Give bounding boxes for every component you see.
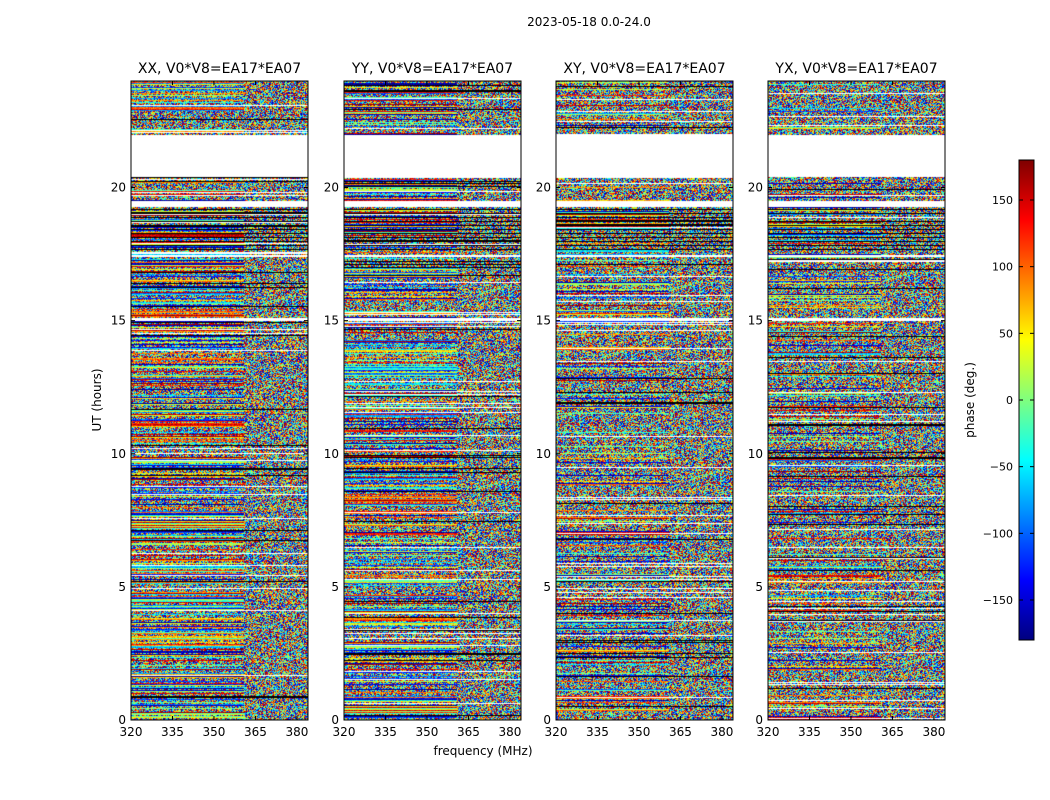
colorbar-tick-label: −100 xyxy=(983,527,1013,540)
panel-1: XX, V0*V8=EA17*EA07 320 335 350 365 380 0 5 10 15… xyxy=(111,61,309,739)
panel-frame xyxy=(343,80,522,721)
y-tick-label: 20 xyxy=(536,181,551,195)
y-tick-label: 10 xyxy=(324,447,339,461)
y-tick-label: 10 xyxy=(111,447,126,461)
y-tick-label: 5 xyxy=(755,580,763,594)
colorbar-tick-label: 150 xyxy=(992,194,1013,207)
x-tick-label: 350 xyxy=(416,725,439,739)
panel-2: YY, V0*V8=EA17*EA07 320 335 350 365 380 0 5 10 15… xyxy=(324,61,522,739)
heatmap-image xyxy=(768,81,945,720)
panel-title: YY, V0*V8=EA17*EA07 xyxy=(351,61,513,77)
panel-title: XY, V0*V8=EA17*EA07 xyxy=(563,61,725,77)
y-axis-label: UT (hours) xyxy=(90,368,104,431)
x-tick-label: 380 xyxy=(498,725,521,739)
x-tick-label: 320 xyxy=(120,725,143,739)
panel-title: YX, V0*V8=EA17*EA07 xyxy=(774,61,937,77)
panels: XX, V0*V8=EA17*EA07 320 335 350 365 380 0 5 10 15… xyxy=(111,61,946,739)
colorbar: −150 −100 −50 0 50 100 150 xyxy=(983,159,1035,641)
panel-frame xyxy=(767,80,946,721)
x-tick-label: 320 xyxy=(333,725,356,739)
x-tick-label: 350 xyxy=(203,725,226,739)
x-tick-label: 380 xyxy=(285,725,308,739)
y-tick-label: 15 xyxy=(748,314,763,328)
x-tick-label: 335 xyxy=(374,725,397,739)
y-tick-label: 0 xyxy=(755,713,763,727)
y-tick-label: 20 xyxy=(111,181,126,195)
x-tick-label: 350 xyxy=(840,725,863,739)
y-tick-label: 20 xyxy=(324,181,339,195)
y-tick-label: 5 xyxy=(118,580,126,594)
y-tick-label: 0 xyxy=(118,713,126,727)
x-tick-label: 380 xyxy=(922,725,945,739)
colorbar-tick-label: 50 xyxy=(999,327,1013,340)
heatmap-image xyxy=(131,81,308,720)
x-tick-label: 365 xyxy=(669,725,692,739)
x-tick-label: 335 xyxy=(586,725,609,739)
y-tick-label: 0 xyxy=(543,713,551,727)
x-tick-label: 335 xyxy=(161,725,184,739)
x-tick-label: 335 xyxy=(798,725,821,739)
colorbar-label: phase (deg.) xyxy=(963,362,977,438)
y-tick-label: 20 xyxy=(748,181,763,195)
x-tick-label: 320 xyxy=(545,725,568,739)
panel-3: XY, V0*V8=EA17*EA07 320 335 350 365 380 0 5 10 15… xyxy=(536,61,734,739)
y-tick-label: 10 xyxy=(748,447,763,461)
heatmap-image xyxy=(556,81,733,720)
x-tick-label: 365 xyxy=(244,725,267,739)
x-tick-label: 365 xyxy=(881,725,904,739)
y-tick-label: 15 xyxy=(536,314,551,328)
panel-frame xyxy=(130,80,309,721)
colorbar-tick-label: −50 xyxy=(990,461,1013,474)
y-tick-label: 5 xyxy=(543,580,551,594)
x-tick-label: 380 xyxy=(710,725,733,739)
x-axis-label: frequency (MHz) xyxy=(433,744,532,758)
panel-4: YX, V0*V8=EA17*EA07 320 335 350 365 380 0 5 10 15… xyxy=(748,61,946,739)
heatmap-image xyxy=(344,81,521,720)
panel-title: XX, V0*V8=EA17*EA07 xyxy=(138,61,301,77)
y-tick-label: 5 xyxy=(331,580,339,594)
y-tick-label: 0 xyxy=(331,713,339,727)
y-tick-label: 15 xyxy=(324,314,339,328)
colorbar-tick-label: 0 xyxy=(1006,394,1013,407)
y-tick-label: 10 xyxy=(536,447,551,461)
x-tick-label: 320 xyxy=(757,725,780,739)
y-tick-label: 15 xyxy=(111,314,126,328)
figure-suptitle: 2023-05-18 0.0-24.0 xyxy=(527,15,651,29)
colorbar-tick-label: −150 xyxy=(983,594,1013,607)
panel-frame xyxy=(555,80,734,721)
x-tick-label: 350 xyxy=(628,725,651,739)
colorbar-tick-label: 100 xyxy=(992,261,1013,274)
x-tick-label: 365 xyxy=(457,725,480,739)
